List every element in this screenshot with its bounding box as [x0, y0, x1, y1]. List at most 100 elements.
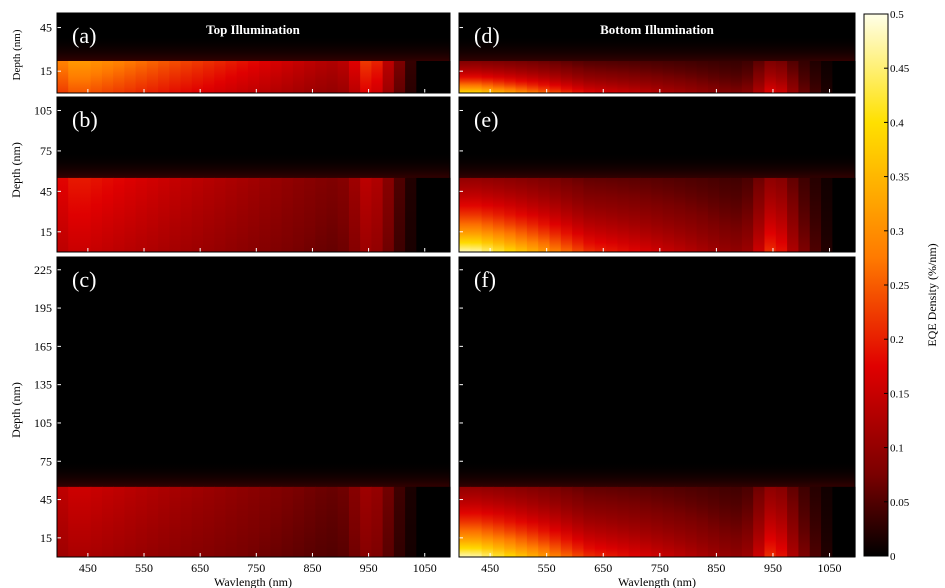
- heatmap-column: [504, 177, 517, 252]
- heatmap-column: [662, 61, 675, 93]
- heatmap-column: [135, 61, 148, 93]
- heatmap-column: [247, 177, 260, 252]
- heatmap-column: [304, 177, 316, 252]
- heatmap-column: [259, 61, 271, 93]
- heatmap-column: [798, 177, 811, 252]
- heatmap-column: [526, 61, 539, 93]
- heatmap-column: [673, 177, 686, 252]
- heatmap-column: [741, 177, 754, 252]
- heatmap-column: [481, 61, 494, 93]
- heatmap-column: [707, 177, 720, 252]
- heatmap-panel-c: (c) 15 45 75 105 135 165 195 225 450 550 650 750 850 9…: [34, 256, 451, 575]
- heatmap-column: [821, 486, 833, 557]
- heatmap-column: [798, 61, 811, 93]
- heatmap-column: [583, 61, 596, 93]
- panel-label: (f): [474, 267, 496, 292]
- colorbar-tick-label: 0.5: [890, 9, 904, 21]
- heatmap-column: [560, 177, 573, 252]
- x-tick-label: 850: [707, 561, 725, 575]
- heatmap-column: [281, 486, 294, 557]
- heatmap-column: [79, 61, 92, 93]
- y-tick-label: 15: [40, 225, 52, 239]
- colorbar-tick-label: 0.35: [890, 172, 910, 184]
- heatmap-column: [270, 61, 283, 93]
- heatmap-column: [326, 486, 339, 557]
- heatmap-column: [393, 61, 406, 93]
- heatmap-column: [685, 486, 698, 557]
- heatmap-column: [169, 177, 182, 252]
- heatmap-column: [360, 61, 372, 93]
- heatmap-column: [382, 61, 395, 93]
- heatmap-column: [281, 61, 294, 93]
- heatmap-column: [775, 61, 788, 93]
- y-axis-label-b: Depth (nm): [9, 142, 23, 198]
- heatmap-column: [169, 61, 182, 93]
- heatmap-column: [673, 486, 686, 557]
- heatmap-column: [685, 177, 698, 252]
- heatmap-column: [617, 61, 630, 93]
- heatmap-column: [180, 486, 193, 557]
- heatmap-column: [526, 177, 539, 252]
- y-axis-label-c: Depth (nm): [9, 382, 23, 438]
- bottom-illumination-title: Bottom Illumination: [600, 22, 715, 37]
- y-tick-label: 75: [40, 454, 52, 468]
- y-tick-label: 15: [40, 64, 52, 78]
- heatmap-column: [304, 486, 316, 557]
- panel-frame: [56, 96, 451, 253]
- heatmap-column: [101, 177, 114, 252]
- heatmap-column: [315, 61, 328, 93]
- absorber-edge-glow: [459, 151, 855, 178]
- heatmap-column: [492, 486, 505, 557]
- heatmap-column: [572, 177, 585, 252]
- heatmap-column: [315, 177, 328, 252]
- x-tick-label: 450: [79, 561, 97, 575]
- x-tick-label: 950: [764, 561, 782, 575]
- heatmap-column: [90, 486, 103, 557]
- heatmap-column: [124, 486, 137, 557]
- heatmap-column: [787, 486, 800, 557]
- heatmap-column: [90, 177, 103, 252]
- heatmap-column: [416, 486, 429, 557]
- heatmap-column: [124, 177, 137, 252]
- heatmap-column: [719, 177, 732, 252]
- heatmap-panel-b: (b) 15 45 75 105: [34, 96, 451, 253]
- heatmap-column: [538, 61, 551, 93]
- colorbar-tick-label: 0.2: [890, 334, 904, 346]
- heatmap-column: [405, 177, 417, 252]
- panel-frame: [458, 12, 856, 94]
- heatmap-column: [583, 177, 596, 252]
- x-tick-label: 550: [135, 561, 153, 575]
- heatmap-column: [560, 61, 573, 93]
- heatmap-column: [628, 486, 641, 557]
- heatmap-column: [57, 177, 69, 252]
- heatmap-column: [360, 177, 372, 252]
- absorber-edge-glow: [57, 460, 450, 487]
- heatmap-column: [416, 61, 429, 93]
- heatmap-column: [79, 177, 92, 252]
- panel-frame: [458, 256, 856, 558]
- heatmap-column: [549, 177, 562, 252]
- panel-label: (b): [72, 107, 98, 132]
- colorbar-tick-label: 0.4: [890, 117, 904, 129]
- heatmap-column: [696, 486, 709, 557]
- heatmap-column: [594, 177, 607, 252]
- heatmap-column: [470, 177, 483, 252]
- heatmap-column: [292, 61, 305, 93]
- heatmap-column: [259, 486, 271, 557]
- y-tick-label: 45: [40, 184, 52, 198]
- heatmap-column: [427, 177, 440, 252]
- colorbar-label: EQE Density (%/nm): [925, 243, 939, 346]
- heatmap-column: [707, 486, 720, 557]
- heatmap-column: [470, 486, 483, 557]
- heatmap-column: [236, 486, 249, 557]
- heatmap-column: [606, 177, 618, 252]
- heatmap-column: [459, 486, 471, 557]
- x-tick-label: 650: [191, 561, 209, 575]
- heatmap-column: [470, 61, 483, 93]
- heatmap-column: [798, 486, 811, 557]
- heatmap-column: [337, 61, 350, 93]
- heatmap-column: [57, 486, 69, 557]
- heatmap-column: [438, 177, 451, 252]
- heatmap-column: [438, 61, 451, 93]
